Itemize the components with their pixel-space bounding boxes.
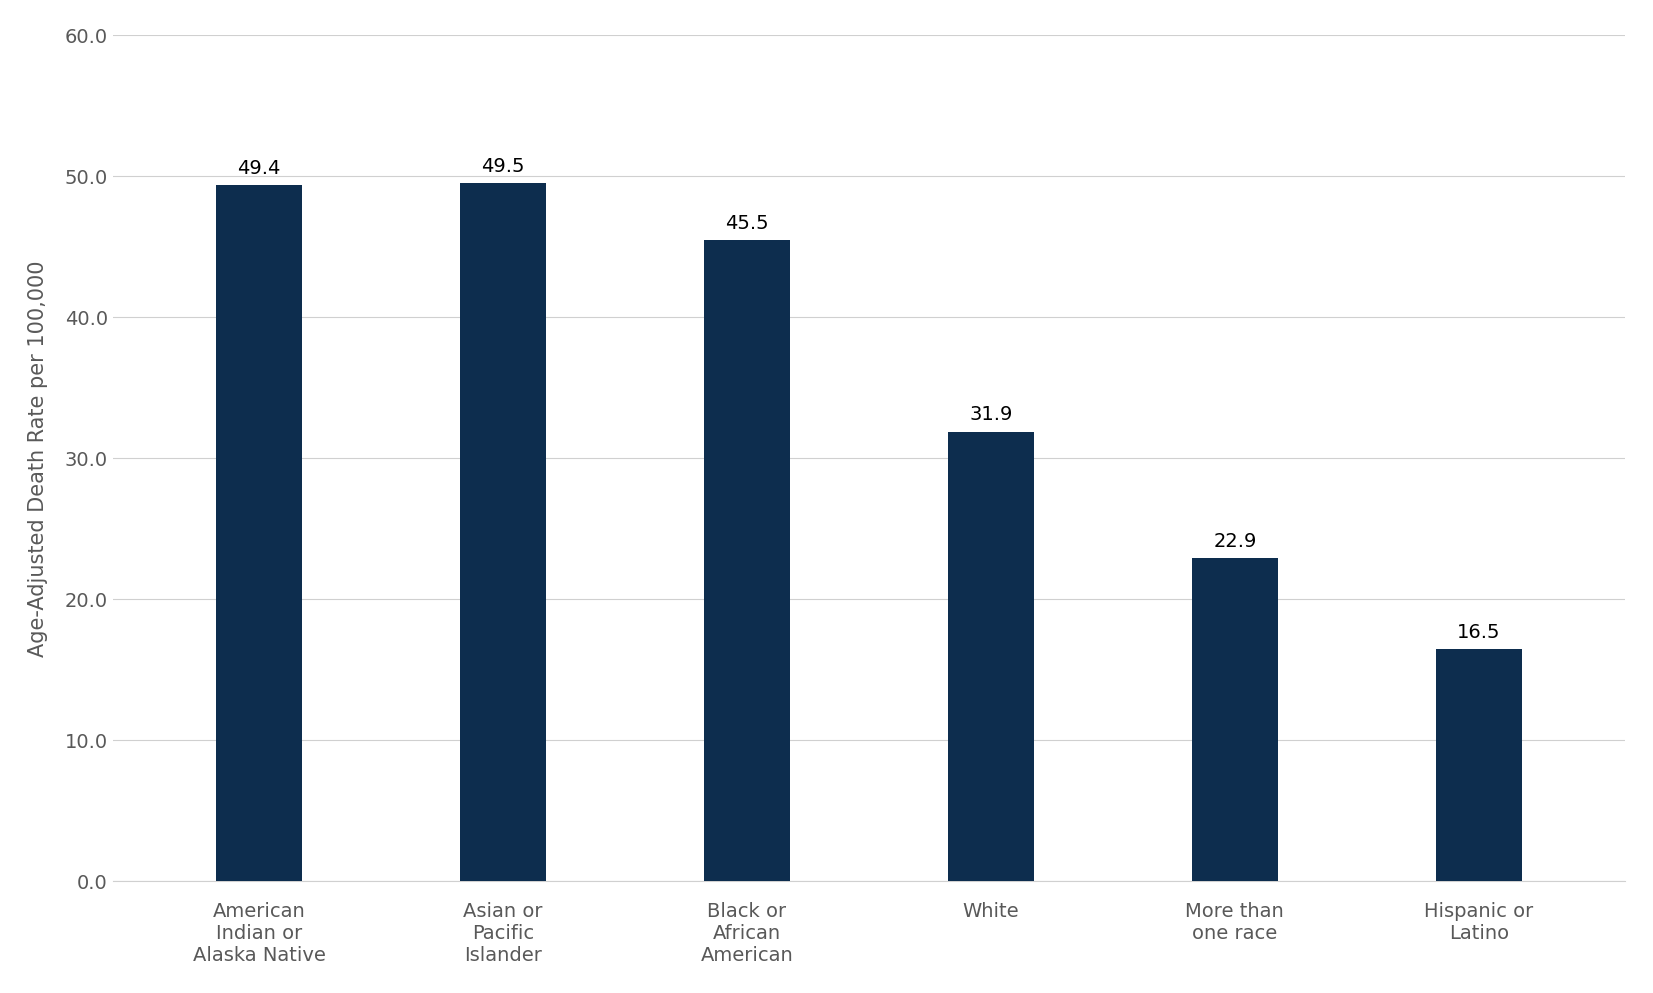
- Text: 49.5: 49.5: [481, 157, 524, 177]
- Bar: [460, 184, 545, 882]
- Bar: [704, 239, 790, 882]
- Bar: [1436, 648, 1521, 882]
- Bar: [1192, 558, 1278, 882]
- Text: 16.5: 16.5: [1456, 623, 1501, 641]
- Text: 31.9: 31.9: [969, 405, 1013, 424]
- Bar: [217, 185, 301, 882]
- Text: 45.5: 45.5: [726, 213, 769, 232]
- Text: 49.4: 49.4: [238, 159, 281, 178]
- Y-axis label: Age-Adjusted Death Rate per 100,000: Age-Adjusted Death Rate per 100,000: [28, 260, 48, 656]
- Bar: [949, 432, 1033, 882]
- Text: 22.9: 22.9: [1213, 532, 1256, 551]
